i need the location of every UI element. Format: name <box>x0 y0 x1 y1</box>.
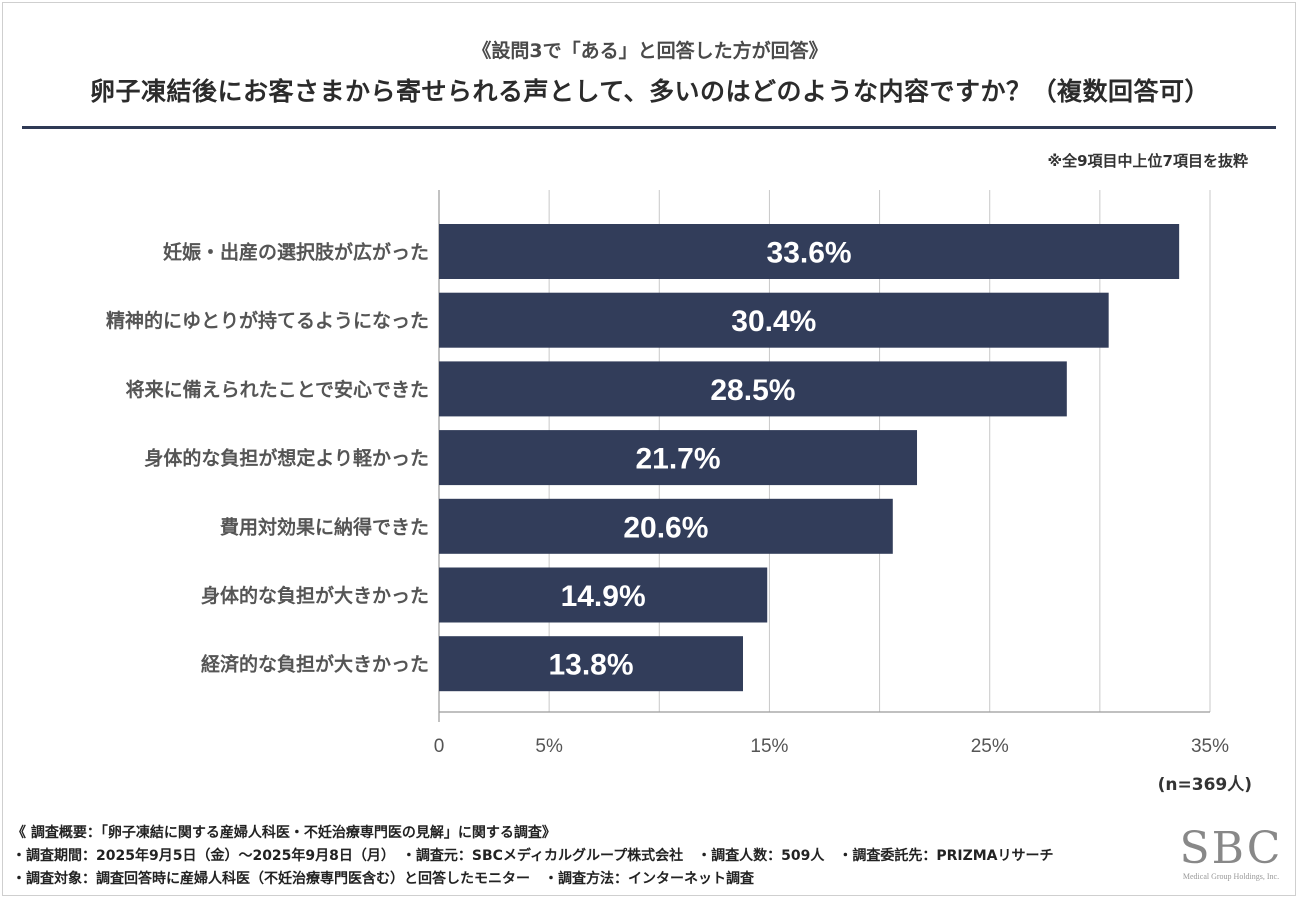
sbc-logo: SBC Medical Group Holdings, Inc. <box>1172 826 1290 882</box>
bar-value-label: 13.8% <box>548 649 633 682</box>
chart-note: ※全9項目中上位7項目を抜粋 <box>1047 152 1248 170</box>
bar <box>439 567 768 623</box>
logo-subtext: Medical Group Holdings, Inc. <box>1182 872 1280 881</box>
bar <box>439 636 743 692</box>
bar-value-label: 30.4% <box>731 305 816 338</box>
bar-value-label: 20.6% <box>623 511 708 544</box>
category-label: 精神的にゆとりが持てるようになった <box>106 309 429 332</box>
footer-line-1: 《 調査概要：「卵子凍結に関する産婦人科医・不妊治療専門医の見解」に関する調査》 <box>12 825 556 841</box>
survey-footer: 《 調査概要：「卵子凍結に関する産婦人科医・不妊治療専門医の見解」に関する調査》… <box>12 822 1054 891</box>
category-label: 妊娠・出産の選択肢が広がった <box>163 241 429 264</box>
category-label: 将来に備えられたことで安心できた <box>126 378 429 401</box>
x-tick-label: 0 <box>434 736 445 757</box>
x-tick-label: 25% <box>971 736 1009 757</box>
x-tick-label: 5% <box>535 736 563 757</box>
footer-line-2: ・調査期間：2025年9月5日（金）〜2025年9月8日（月） ・調査元：SBC… <box>12 848 1054 864</box>
bar-value-label: 28.5% <box>710 374 795 407</box>
category-label: 経済的な負担が大きかった <box>201 653 429 676</box>
chart-title: 卵子凍結後にお客さまから寄せられる声として、多いのはどのような内容ですか？（複数… <box>89 77 1210 106</box>
bar <box>439 292 1109 348</box>
category-label: 身体的な負担が大きかった <box>201 584 429 607</box>
bar-value-label: 14.9% <box>561 580 646 613</box>
category-label: 費用対効果に納得できた <box>220 515 429 538</box>
bar <box>439 430 918 486</box>
bar <box>439 361 1067 417</box>
x-tick-label: 15% <box>750 736 788 757</box>
category-label: 身体的な負担が想定より軽かった <box>144 447 429 470</box>
footer-line-3: ・調査対象：調査回答時に産婦人科医（不妊治療専門医含む）と回答したモニター ・調… <box>12 871 754 887</box>
bar <box>439 224 1180 279</box>
bar <box>439 498 893 554</box>
chart-subtitle: 《設問3で「ある」と回答した方が回答》 <box>472 40 828 62</box>
sample-size-label: (n=369人) <box>1157 775 1252 795</box>
logo-text: SBC <box>1179 823 1283 874</box>
x-tick-label: 35% <box>1191 736 1229 757</box>
title-divider <box>22 126 1276 129</box>
bar-value-label: 21.7% <box>635 443 720 476</box>
bar-value-label: 33.6% <box>767 237 852 270</box>
